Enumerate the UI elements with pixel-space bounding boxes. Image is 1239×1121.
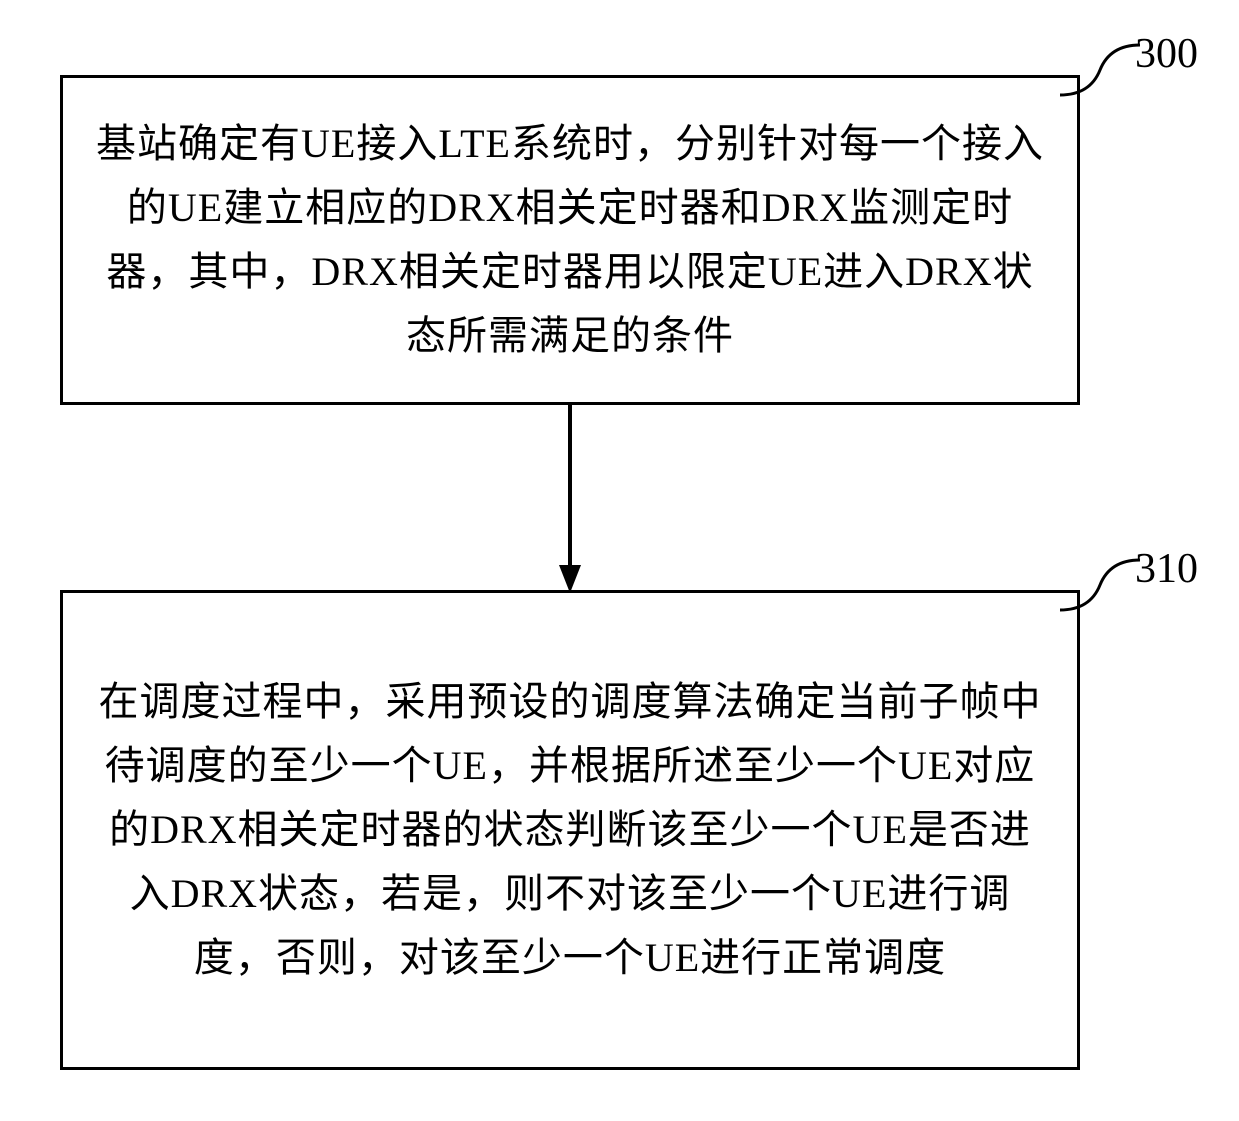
step-310-label: 310 [1135, 545, 1198, 593]
step-box-310: 在调度过程中，采用预设的调度算法确定当前子帧中待调度的至少一个UE，并根据所述至… [60, 590, 1080, 1070]
step-300-text: 基站确定有UE接入LTE系统时，分别针对每一个接入的UE建立相应的DRX相关定时… [93, 112, 1047, 368]
flowchart-container: 基站确定有UE接入LTE系统时，分别针对每一个接入的UE建立相应的DRX相关定时… [0, 0, 1239, 1121]
step-box-300: 基站确定有UE接入LTE系统时，分别针对每一个接入的UE建立相应的DRX相关定时… [60, 75, 1080, 405]
step-310-text: 在调度过程中，采用预设的调度算法确定当前子帧中待调度的至少一个UE，并根据所述至… [93, 670, 1047, 990]
step-300-label: 300 [1135, 30, 1198, 78]
arrow-300-to-310 [555, 405, 585, 595]
